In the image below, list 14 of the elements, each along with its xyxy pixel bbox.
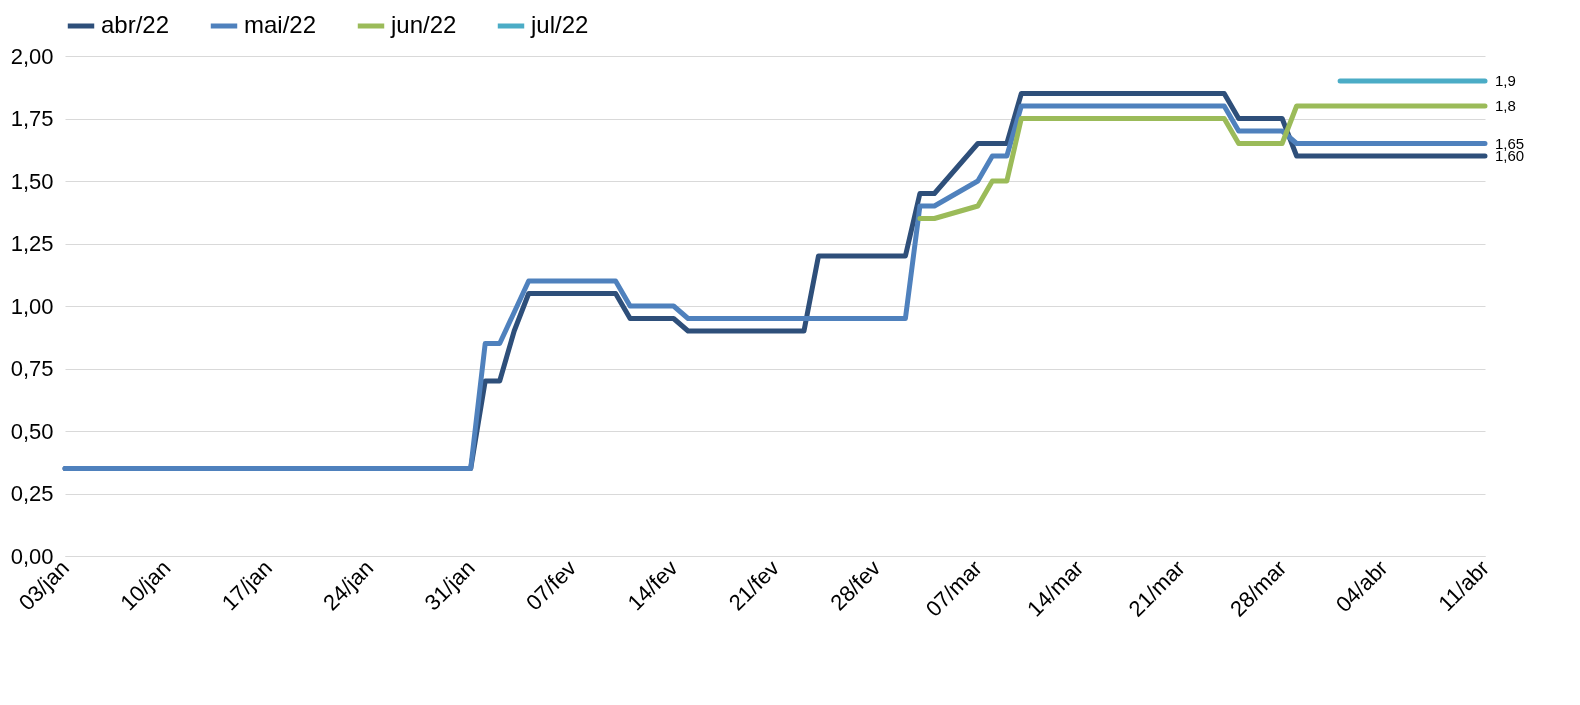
legend-label: jun/22	[390, 11, 457, 38]
y-tick-label: 0,25	[10, 481, 54, 506]
y-tick-label: 2,00	[10, 43, 54, 69]
legend-label: jul/22	[530, 11, 589, 38]
y-tick-label: 1,25	[10, 231, 54, 256]
legend-label: abr/22	[101, 11, 170, 38]
legend-label: mai/22	[244, 11, 317, 38]
data-label: 1,8	[1495, 97, 1516, 114]
y-tick-label: 0,50	[10, 418, 54, 444]
y-tick-label: 1,50	[10, 168, 54, 194]
y-tick-label: 1,75	[10, 106, 54, 131]
y-tick-label: 0,75	[10, 356, 54, 381]
y-tick-label: 1,00	[10, 293, 54, 319]
data-label: 1,9	[1495, 72, 1516, 89]
